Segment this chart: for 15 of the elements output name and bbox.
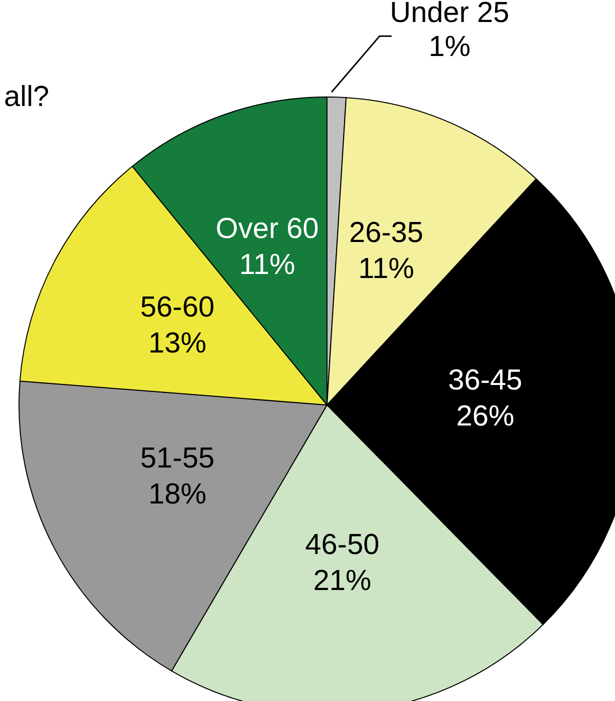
data-label: 18%: [148, 478, 206, 511]
text: all?: [4, 81, 50, 113]
slice-label: 26-35: [349, 216, 424, 249]
data-label: 1%: [428, 31, 471, 64]
slice-label: 36-45: [448, 364, 522, 396]
data-label: 11%: [358, 252, 414, 285]
slice-label: 46-50: [305, 528, 380, 561]
data-label: 11%: [239, 249, 296, 282]
slice-label: 51-55: [140, 442, 214, 475]
data-label: 21%: [313, 564, 372, 597]
data-label: 13%: [148, 327, 206, 360]
slice-label: Under 25: [390, 0, 510, 30]
slice-label: Over 60: [216, 213, 319, 246]
data-label: 26%: [456, 400, 514, 432]
slice-label: 56-60: [140, 291, 214, 324]
